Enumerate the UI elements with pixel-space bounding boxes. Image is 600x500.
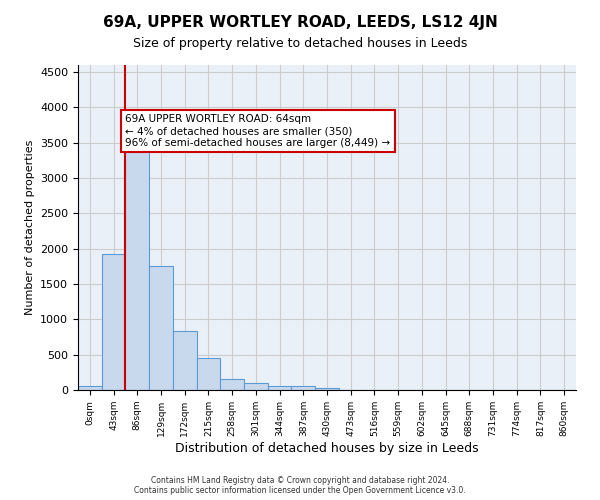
Bar [315,388,339,390]
Y-axis label: Number of detached properties: Number of detached properties [25,140,35,315]
Bar [149,266,173,390]
Text: Contains HM Land Registry data © Crown copyright and database right 2024.
Contai: Contains HM Land Registry data © Crown c… [134,476,466,495]
Text: 69A, UPPER WORTLEY ROAD, LEEDS, LS12 4JN: 69A, UPPER WORTLEY ROAD, LEEDS, LS12 4JN [103,15,497,30]
Bar [78,386,102,390]
Text: 69A UPPER WORTLEY ROAD: 64sqm
← 4% of detached houses are smaller (350)
96% of s: 69A UPPER WORTLEY ROAD: 64sqm ← 4% of de… [125,114,391,148]
Bar [268,386,292,390]
Bar [102,254,125,390]
Bar [292,386,315,390]
Bar [244,383,268,390]
Bar [197,358,220,390]
Bar [125,144,149,390]
X-axis label: Distribution of detached houses by size in Leeds: Distribution of detached houses by size … [175,442,479,454]
Bar [173,330,197,390]
Text: Size of property relative to detached houses in Leeds: Size of property relative to detached ho… [133,38,467,51]
Bar [220,378,244,390]
